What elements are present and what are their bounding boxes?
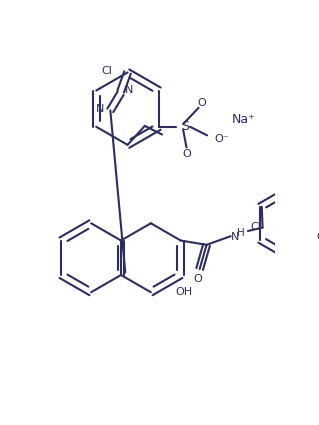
Text: O: O <box>182 149 191 159</box>
Text: O⁻: O⁻ <box>214 134 229 144</box>
Text: O: O <box>198 99 206 108</box>
Text: N: N <box>96 104 104 113</box>
Text: Na⁺: Na⁺ <box>232 113 255 126</box>
Text: Cl: Cl <box>250 222 261 232</box>
Text: S: S <box>181 120 189 133</box>
Text: O: O <box>194 274 202 284</box>
Text: OH: OH <box>175 287 192 297</box>
Text: H: H <box>237 228 245 238</box>
Text: Cl: Cl <box>101 66 112 76</box>
Text: N: N <box>231 232 239 242</box>
Text: N: N <box>125 85 133 95</box>
Text: O: O <box>316 232 319 242</box>
